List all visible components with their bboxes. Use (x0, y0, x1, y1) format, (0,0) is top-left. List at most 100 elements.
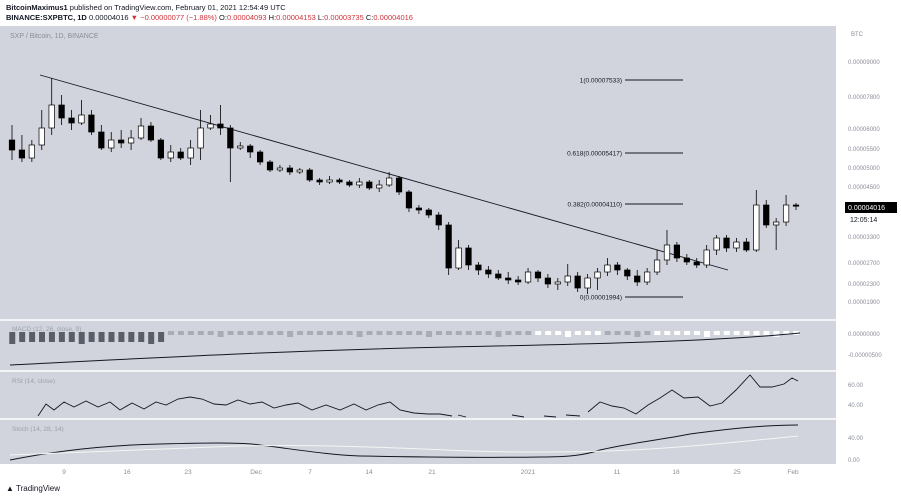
macd-histogram-bar (604, 331, 611, 335)
candle-body[interactable] (624, 269, 631, 277)
candle-body[interactable] (38, 127, 45, 146)
candle-body[interactable] (673, 244, 681, 259)
candle-body[interactable] (653, 259, 661, 273)
candle-body[interactable] (485, 269, 492, 275)
candle-body[interactable] (356, 181, 363, 186)
indicator-tick-label: 60.00 (848, 383, 864, 389)
candle-body[interactable] (753, 204, 760, 251)
candle-body[interactable] (157, 139, 164, 159)
candle-body[interactable] (376, 184, 383, 189)
candle-body[interactable] (118, 139, 125, 144)
candle-body[interactable] (207, 123, 214, 129)
candle-body[interactable] (257, 151, 264, 163)
candle-body[interactable] (405, 191, 413, 209)
candle-body[interactable] (286, 167, 293, 173)
candle-body[interactable] (564, 275, 571, 283)
chart-plot-area[interactable] (0, 26, 836, 464)
candle-body[interactable] (723, 237, 730, 249)
candle-body[interactable] (227, 127, 234, 149)
candle-body[interactable] (584, 277, 591, 289)
candle-body[interactable] (187, 147, 194, 159)
candle-body[interactable] (18, 149, 26, 159)
candle-body[interactable] (266, 161, 274, 171)
candle-body[interactable] (98, 131, 105, 149)
candle-body[interactable] (316, 179, 323, 183)
candle-body[interactable] (237, 145, 244, 149)
fib-level-label: 0(0.00001994) (580, 295, 622, 302)
candle-body[interactable] (495, 273, 502, 279)
candle-body[interactable] (703, 249, 710, 266)
candle-body[interactable] (127, 137, 135, 144)
candle-body[interactable] (604, 264, 611, 273)
candle-body[interactable] (534, 271, 542, 279)
close-label: C: (365, 13, 374, 22)
candle-body[interactable] (773, 221, 780, 226)
candle-body[interactable] (58, 104, 65, 119)
candle-body[interactable] (455, 247, 462, 269)
candle-body[interactable] (8, 139, 16, 151)
candle-body[interactable] (326, 179, 333, 183)
candle-body[interactable] (465, 247, 472, 266)
candle-body[interactable] (524, 271, 532, 283)
candle-body[interactable] (48, 104, 55, 129)
candle-body[interactable] (792, 204, 800, 207)
candle-body[interactable] (634, 275, 641, 283)
open-value: 0.00004093 (226, 13, 267, 22)
candle-body[interactable] (78, 114, 85, 124)
candle-body[interactable] (713, 237, 720, 251)
candle-body[interactable] (336, 179, 343, 183)
candle-body[interactable] (763, 204, 770, 226)
candle-body[interactable] (544, 277, 551, 285)
price-axis[interactable] (836, 26, 901, 464)
candle-body[interactable] (137, 125, 145, 139)
macd-histogram-bar (326, 331, 333, 335)
candle-body[interactable] (68, 117, 75, 124)
candle-body[interactable] (296, 169, 303, 173)
candle-body[interactable] (147, 125, 155, 141)
candle-body[interactable] (614, 264, 621, 271)
candle-body[interactable] (177, 151, 184, 159)
candle-body[interactable] (435, 214, 442, 226)
candle-body[interactable] (475, 264, 482, 271)
candle-body[interactable] (743, 241, 750, 251)
candle-body[interactable] (366, 181, 373, 189)
candle-body[interactable] (197, 127, 204, 149)
macd-histogram-bar (376, 331, 383, 335)
footer[interactable]: ▲ TradingView (6, 484, 60, 493)
candle-body[interactable] (574, 275, 581, 289)
candle-body[interactable] (276, 167, 284, 171)
candle-body[interactable] (425, 209, 432, 216)
time-axis-label: 9 (62, 469, 66, 476)
candle-body[interactable] (108, 139, 115, 149)
candle-body[interactable] (663, 244, 671, 261)
candle-body[interactable] (28, 144, 35, 159)
candle-body[interactable] (515, 279, 522, 283)
candle-body[interactable] (445, 224, 452, 269)
candle-body[interactable] (554, 281, 561, 285)
candle-body[interactable] (693, 261, 700, 266)
candle-body[interactable] (594, 271, 601, 279)
candle-body[interactable] (644, 271, 651, 283)
candle-body[interactable] (167, 151, 174, 159)
macd-line (9, 332, 801, 366)
macd-histogram-bar (306, 331, 313, 335)
author-name[interactable]: BitcoinMaximus1 (6, 3, 68, 12)
candle-body[interactable] (247, 145, 254, 153)
low-label: L: (317, 13, 325, 22)
candle-body[interactable] (346, 181, 353, 186)
candle-body[interactable] (415, 207, 422, 211)
candle-body[interactable] (505, 277, 512, 281)
macd-histogram-bar (406, 331, 413, 335)
candle-body[interactable] (395, 177, 403, 193)
macd-histogram-bar (783, 331, 790, 335)
candle-body[interactable] (217, 123, 224, 129)
candle-body[interactable] (683, 257, 690, 263)
downtrend-line[interactable] (39, 74, 729, 271)
candle-body[interactable] (88, 114, 95, 133)
candle-body[interactable] (386, 177, 393, 186)
candle-body[interactable] (782, 204, 790, 223)
candle-body[interactable] (733, 241, 740, 249)
current-price-tag (845, 202, 897, 213)
candle-body[interactable] (306, 169, 313, 181)
